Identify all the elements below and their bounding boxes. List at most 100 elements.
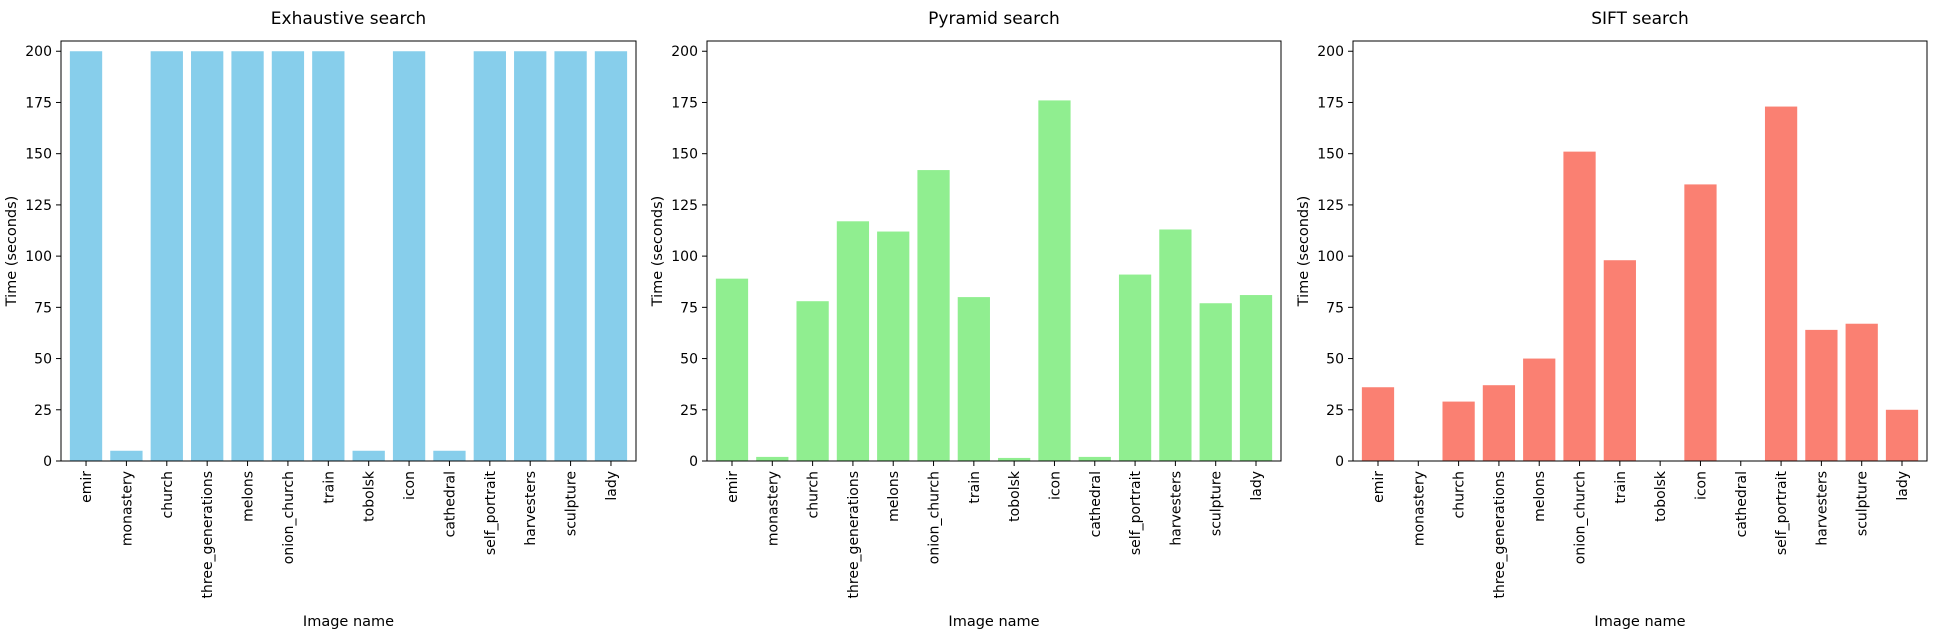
y-tick-label: 100 <box>671 249 698 265</box>
x-tick-label: onion_church <box>927 471 943 564</box>
bar-harvesters <box>1805 329 1838 461</box>
bar-three_generations <box>1482 385 1516 461</box>
chart-title: Pyramid search <box>928 9 1060 29</box>
x-tick-label: tobolsk <box>362 470 378 522</box>
x-tick-label: melons <box>886 471 902 522</box>
bar-onion_church <box>271 51 305 462</box>
bar-icon <box>1684 184 1717 461</box>
x-tick-label: onion_church <box>281 471 297 564</box>
chart-title: SIFT search <box>1591 9 1689 29</box>
x-tick-label: church <box>806 471 822 518</box>
y-tick-label: 25 <box>680 403 698 419</box>
bar-sculpture <box>554 51 587 462</box>
bar-tobolsk <box>998 457 1031 461</box>
y-tick-label: 25 <box>1326 403 1344 419</box>
y-tick-label: 125 <box>25 198 52 214</box>
x-tick-label: icon <box>1047 471 1063 500</box>
x-tick-label: monastery <box>765 471 781 546</box>
x-tick-label: harvesters <box>1168 471 1184 546</box>
x-tick-label: self_portrait <box>1774 470 1790 555</box>
bar-emir <box>715 278 749 461</box>
y-tick-label: 25 <box>34 403 52 419</box>
y-tick-label: 100 <box>1317 249 1344 265</box>
bar-monastery <box>110 450 143 461</box>
x-tick-label: sculpture <box>564 471 580 536</box>
y-tick-label: 75 <box>1326 300 1344 316</box>
x-tick-label: train <box>1613 471 1629 504</box>
x-tick-label: harvesters <box>523 471 539 546</box>
x-tick-label: melons <box>241 471 257 522</box>
x-tick-label: cathedral <box>1734 471 1750 537</box>
x-tick-label: three_generations <box>846 471 862 598</box>
y-tick-label: 200 <box>671 44 698 60</box>
x-tick-label: emir <box>1371 471 1387 503</box>
y-tick-label: 175 <box>1317 95 1344 111</box>
bar-emir <box>69 51 103 462</box>
chart-panel-2: 0 25 50 75 100 125 150 175 200 emir monastery churc… <box>650 9 1282 630</box>
chart-panel-1: 0 25 50 75 100 125 150 175 200 emir monastery churc… <box>4 9 637 630</box>
x-tick-label: icon <box>402 471 418 500</box>
x-tick-label: church <box>160 471 176 518</box>
x-tick-label: train <box>967 471 983 504</box>
y-tick-label: 125 <box>1317 198 1344 214</box>
y-tick-label: 175 <box>671 95 698 111</box>
bar-melons <box>877 231 910 461</box>
x-axis-label: Image name <box>948 614 1039 630</box>
bar-lady <box>1239 295 1273 461</box>
bar-icon <box>1038 100 1071 461</box>
chart-title: Exhaustive search <box>271 9 426 29</box>
bar-train <box>957 297 990 461</box>
y-tick-label: 50 <box>680 352 698 368</box>
x-tick-label: three_generations <box>200 471 216 598</box>
x-tick-label: lady <box>1249 471 1265 501</box>
bar-train <box>312 51 345 462</box>
bar-self_portrait <box>473 51 506 462</box>
x-tick-label: cathedral <box>442 471 458 537</box>
bar-cathedral <box>1078 456 1111 461</box>
bar-sculpture <box>1199 303 1232 461</box>
x-tick-label: lady <box>1895 471 1911 501</box>
bar-lady <box>594 51 628 462</box>
y-tick-label: 100 <box>25 249 52 265</box>
y-axis-label: Time (seconds) <box>650 196 666 308</box>
bar-emir <box>1361 387 1395 461</box>
y-tick-label: 125 <box>671 198 698 214</box>
bar-cathedral <box>433 450 466 461</box>
bar-self_portrait <box>1118 274 1152 461</box>
bar-self_portrait <box>1764 106 1798 461</box>
bar-church <box>150 51 183 462</box>
y-tick-label: 0 <box>1335 454 1344 470</box>
x-tick-label: three_generations <box>1492 471 1508 598</box>
bar-melons <box>231 51 264 462</box>
y-tick-label: 150 <box>1317 147 1344 163</box>
x-tick-label: monastery <box>119 471 135 546</box>
bar-onion_church <box>917 170 950 461</box>
bar-monastery <box>756 456 789 461</box>
y-tick-label: 200 <box>25 44 52 60</box>
y-tick-label: 150 <box>25 147 52 163</box>
plot-frame <box>1352 40 1928 462</box>
bar-harvesters <box>514 51 547 462</box>
y-tick-label: 0 <box>689 454 698 470</box>
bar-lady <box>1885 409 1919 461</box>
x-tick-label: emir <box>79 471 95 503</box>
bar-melons <box>1523 358 1556 461</box>
y-tick-label: 150 <box>671 147 698 163</box>
y-tick-label: 50 <box>34 352 52 368</box>
plot-frame <box>706 40 1282 462</box>
x-tick-label: lady <box>604 471 620 501</box>
bar-harvesters <box>1159 229 1192 461</box>
bar-three_generations <box>836 221 870 461</box>
x-tick-label: cathedral <box>1088 471 1104 537</box>
bar-tobolsk <box>352 450 385 461</box>
x-tick-label: emir <box>725 471 741 503</box>
y-tick-label: 200 <box>1317 44 1344 60</box>
x-axis-label: Image name <box>1594 614 1685 630</box>
x-tick-label: tobolsk <box>1653 470 1669 522</box>
y-tick-label: 75 <box>34 300 52 316</box>
x-tick-label: harvesters <box>1814 471 1830 546</box>
bar-onion_church <box>1563 151 1596 461</box>
y-tick-label: 175 <box>25 95 52 111</box>
x-tick-label: sculpture <box>1855 471 1871 536</box>
